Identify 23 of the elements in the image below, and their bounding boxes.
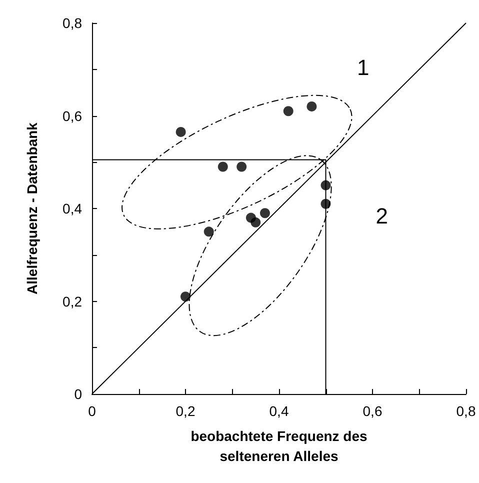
- y-tick-label: 0,2: [62, 293, 82, 310]
- y-tick-label: 0,6: [62, 108, 82, 124]
- point: [260, 208, 270, 218]
- y-tick-label: 0,4: [62, 200, 82, 216]
- point: [176, 126, 186, 137]
- x-tick-label: 0: [88, 403, 96, 419]
- y-tick-label: 0: [74, 386, 82, 402]
- x-tick-label: 0,8: [456, 403, 476, 419]
- point: [218, 162, 228, 172]
- point: [204, 226, 214, 237]
- y-tick-label: 0,8: [62, 15, 82, 31]
- point: [250, 217, 261, 228]
- x-tick-label: 0,4: [269, 403, 289, 419]
- point: [283, 106, 294, 116]
- point: [236, 162, 247, 172]
- x-tick-label: 0,2: [176, 403, 196, 419]
- annotation: 2: [376, 204, 388, 229]
- point: [306, 101, 317, 112]
- x-axis-title: beobachtete Frequenz des selteneren Alleles: [190, 428, 368, 464]
- x-tick-label: 0,6: [362, 403, 382, 419]
- point: [180, 292, 190, 302]
- y-axis-title: Allelfrequenz - Datenbank: [24, 122, 40, 294]
- annotation: 1: [357, 55, 370, 80]
